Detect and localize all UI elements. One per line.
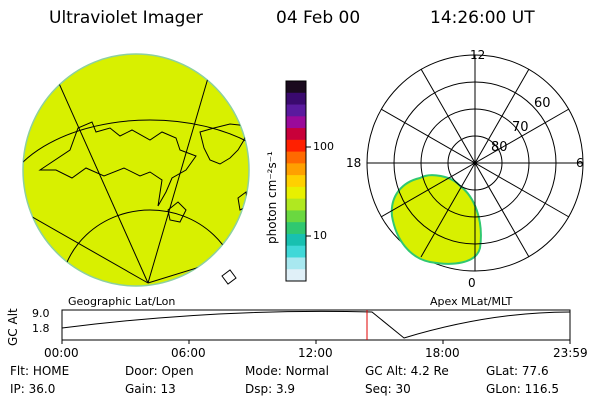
status-flt: Flt: HOME — [10, 364, 70, 378]
status-mode: Mode: Normal — [245, 364, 329, 378]
colorbar-band — [286, 233, 306, 247]
meridian-line — [147, 77, 209, 284]
colorbar-band — [286, 151, 306, 164]
mlt-label-6: 6 — [576, 156, 584, 170]
colorbar-band — [286, 198, 306, 211]
coastline — [199, 123, 249, 165]
coastline — [221, 269, 237, 285]
mlt-line — [380, 108, 570, 218]
colorbar-band — [286, 104, 306, 117]
timeline-xtick: 12:00 — [298, 346, 333, 360]
status-seq: Seq: 30 — [365, 382, 411, 396]
coastline — [38, 121, 197, 207]
meridian-line — [44, 54, 149, 284]
lat-label-60: 60 — [534, 96, 551, 111]
timeline-xtick: 06:00 — [171, 346, 206, 360]
colorbar-tick-10: 10 — [313, 229, 327, 242]
timeline-frame — [61, 309, 571, 341]
status-ip: IP: 36.0 — [10, 382, 56, 396]
meridian-line — [23, 209, 149, 284]
colorbar-unit-label: photon cm⁻²s⁻¹ — [265, 151, 279, 244]
colorbar-band — [286, 116, 306, 129]
status-gain: Gain: 13 — [125, 382, 176, 396]
colorbar-band — [286, 139, 306, 153]
colorbar-band — [286, 222, 306, 235]
mlt-label-18: 18 — [346, 156, 362, 170]
timeline-ylabel: GC Alt — [6, 308, 20, 346]
colorbar-tick-100: 100 — [313, 140, 334, 153]
status-dsp: Dsp: 3.9 — [245, 382, 296, 396]
latitude-circle — [23, 119, 249, 286]
status-gc-alt: GC Alt: 4.2 Re — [365, 364, 449, 378]
earth-disk — [22, 53, 250, 287]
status-glon: GLon: 116.5 — [486, 382, 559, 396]
status-glat: GLat: 77.6 — [486, 364, 549, 378]
instrument-title: Ultraviolet Imager — [49, 8, 203, 28]
timeline-ytick-max: 9.0 — [32, 307, 50, 320]
lat-label-70: 70 — [512, 120, 529, 135]
colorbar-band — [286, 92, 306, 106]
mlt-label-12: 12 — [470, 48, 486, 62]
colorbar-band — [286, 163, 306, 176]
altitude-curve — [61, 310, 571, 339]
colorbar-band — [286, 81, 306, 94]
colorbar-band — [286, 186, 306, 200]
timeline-ticks — [61, 340, 571, 344]
timeline-xtick: 00:00 — [44, 346, 79, 360]
colorbar — [286, 81, 306, 282]
date-label: 04 Feb 00 — [276, 8, 361, 28]
time-label: 14:26:00 UT — [430, 8, 535, 28]
colorbar-band — [286, 175, 306, 188]
lat-label-80: 80 — [491, 140, 508, 155]
colorbar-frame — [285, 80, 307, 282]
coastline — [167, 201, 187, 223]
right-panel-caption: Apex MLat/MLT — [430, 295, 513, 308]
colorbar-band — [286, 210, 306, 223]
polar-plot — [366, 54, 584, 272]
timeline-xtick: 23:59 — [553, 346, 588, 360]
left-panel-caption: Geographic Lat/Lon — [68, 295, 176, 308]
latitude-circle — [59, 209, 241, 286]
timeline-ytick-min: 1.8 — [32, 322, 50, 335]
colorbar-band — [286, 257, 306, 270]
status-door: Door: Open — [125, 364, 194, 378]
colorbar-band — [286, 245, 306, 258]
timeline-xtick: 18:00 — [425, 346, 460, 360]
colorbar-band — [286, 128, 306, 141]
colorbar-band — [286, 269, 306, 282]
mlt-label-0: 0 — [468, 276, 476, 290]
